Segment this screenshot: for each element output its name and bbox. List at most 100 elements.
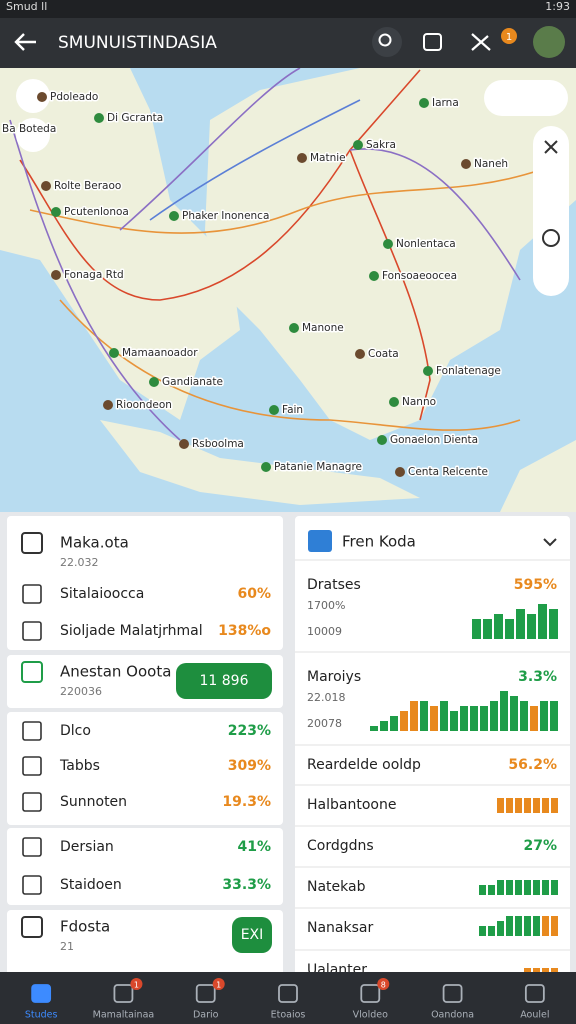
nav-icon[interactable] xyxy=(113,984,134,1003)
action-button[interactable] xyxy=(176,663,272,699)
back-button[interactable] xyxy=(14,33,36,51)
map-pin[interactable] xyxy=(369,271,379,281)
mini-bar xyxy=(524,916,531,936)
nav-label[interactable]: Oandona xyxy=(431,1010,474,1021)
item-label: Maroiys xyxy=(307,669,361,685)
nav-label[interactable]: Studes xyxy=(25,1010,58,1021)
row-value: 223% xyxy=(228,723,271,739)
mini-bar xyxy=(530,706,538,731)
nav-icon[interactable] xyxy=(195,984,216,1003)
item-value: 595% xyxy=(514,577,557,593)
item-value: 27% xyxy=(523,838,557,854)
mini-bar xyxy=(524,798,531,813)
map-label: Phaker Inonenca xyxy=(182,210,269,222)
mini-bar xyxy=(370,726,378,731)
nav-label[interactable]: Aoulel xyxy=(520,1010,549,1021)
card xyxy=(7,828,283,905)
mini-bar xyxy=(479,926,486,936)
card xyxy=(7,712,283,825)
row-icon xyxy=(22,756,42,776)
map-pin[interactable] xyxy=(94,113,104,123)
nav-badge-count: 1 xyxy=(216,981,221,990)
row-value: 309% xyxy=(228,758,271,774)
mini-bar xyxy=(505,619,514,639)
map-pin[interactable] xyxy=(41,181,51,191)
row-label: Dersian xyxy=(60,839,114,855)
item-label: Halbantoone xyxy=(307,797,396,813)
map-pin[interactable] xyxy=(51,270,61,280)
map-pin[interactable] xyxy=(423,366,433,376)
nav-icon[interactable] xyxy=(524,984,545,1003)
nav-label[interactable]: Mamaltainaa xyxy=(93,1010,155,1021)
map-pin[interactable] xyxy=(419,98,429,108)
row-icon xyxy=(22,875,42,895)
map-button[interactable] xyxy=(16,118,50,152)
row-value: 19.3% xyxy=(222,794,271,810)
mini-bar xyxy=(479,885,486,895)
map-pin[interactable] xyxy=(389,397,399,407)
map-pin[interactable] xyxy=(289,323,299,333)
map-label: Sakra xyxy=(366,139,396,151)
map-pin[interactable] xyxy=(109,348,119,358)
map-pin[interactable] xyxy=(383,239,393,249)
item-sub: 22.018 xyxy=(307,691,346,704)
map-label: Gandianate xyxy=(162,376,223,388)
layers-button[interactable] xyxy=(423,33,442,51)
mini-bar xyxy=(488,885,495,895)
nav-label[interactable]: Etoaios xyxy=(271,1010,306,1021)
mini-bar xyxy=(497,880,504,895)
mini-bar xyxy=(430,706,438,731)
mini-bar xyxy=(549,609,558,639)
map-button[interactable] xyxy=(16,79,50,113)
map-pin[interactable] xyxy=(461,159,471,169)
mini-bar xyxy=(400,711,408,731)
nav-icon[interactable] xyxy=(442,984,463,1003)
map-label: Fonlatenage xyxy=(436,365,501,377)
map-pin[interactable] xyxy=(149,377,159,387)
map-pin[interactable] xyxy=(103,400,113,410)
card xyxy=(7,516,283,650)
map-pin[interactable] xyxy=(353,140,363,150)
right-items: Dratses 595% 1700% 10009 Maroiys 3.3% 22.018 20… xyxy=(295,559,570,978)
nav-badge xyxy=(377,978,390,990)
land xyxy=(205,68,576,440)
row-label: Sioljade Malatjrhmal xyxy=(60,623,203,639)
nav-icon[interactable] xyxy=(360,984,381,1003)
mini-bar xyxy=(542,798,549,813)
mini-bar xyxy=(488,926,495,936)
map-pin[interactable] xyxy=(269,405,279,415)
map-pin[interactable] xyxy=(179,439,189,449)
row-value: 60% xyxy=(237,586,271,602)
action-button[interactable] xyxy=(232,917,272,953)
mini-bar xyxy=(410,701,418,731)
map-pin[interactable] xyxy=(261,462,271,472)
map-label: Gonaelon Dienta xyxy=(390,434,478,446)
row-icon xyxy=(22,584,42,604)
map-tools[interactable] xyxy=(533,126,569,296)
map-label: Di Gcranta xyxy=(107,112,163,124)
nav-label[interactable]: Dario xyxy=(193,1010,219,1021)
card xyxy=(7,910,283,990)
map-label: Pcutenlonoa xyxy=(64,206,129,218)
map-pin[interactable] xyxy=(377,435,387,445)
mini-bar xyxy=(515,798,522,813)
map-label: Matnie xyxy=(310,152,346,164)
map[interactable] xyxy=(0,67,576,514)
button-label: EXI xyxy=(241,927,264,943)
map-pin[interactable] xyxy=(395,467,405,477)
map-pin[interactable] xyxy=(297,153,307,163)
carrier: Smud ll xyxy=(6,0,47,13)
avatar[interactable] xyxy=(533,26,565,58)
expand-button[interactable] xyxy=(543,538,557,547)
map-pin[interactable] xyxy=(169,211,179,221)
tools-button[interactable] xyxy=(471,33,491,51)
map-pin[interactable] xyxy=(51,207,61,217)
map-pin[interactable] xyxy=(355,349,365,359)
nav-icon[interactable] xyxy=(278,984,298,1003)
map-toggle[interactable] xyxy=(484,80,568,116)
mini-bar xyxy=(500,691,508,731)
search-button[interactable] xyxy=(372,27,402,57)
nav-icon[interactable] xyxy=(31,984,52,1003)
nav-label[interactable]: Vloldeo xyxy=(353,1010,388,1021)
map-pin[interactable] xyxy=(37,92,47,102)
